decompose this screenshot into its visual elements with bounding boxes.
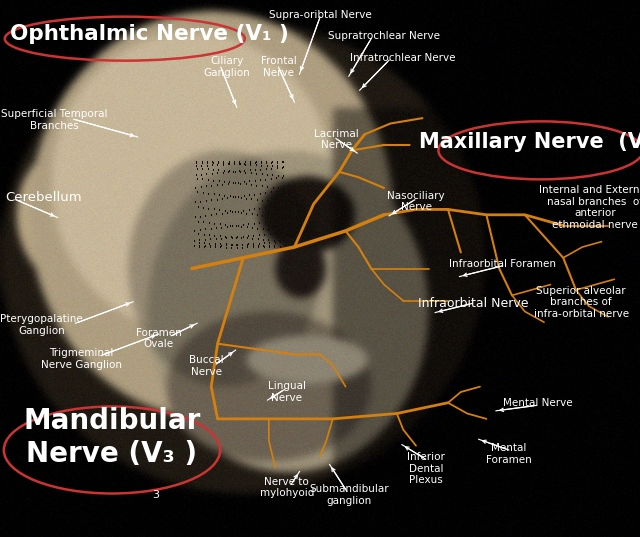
Text: Ophthalmic Nerve (V₁ ): Ophthalmic Nerve (V₁ ) xyxy=(10,24,289,44)
Text: Internal and External 
nasal branches  of
anterior
ethmoidal nerve: Internal and External nasal branches of … xyxy=(539,185,640,230)
Text: Buccal
Nerve: Buccal Nerve xyxy=(189,355,224,377)
Text: Frontal
Nerve: Frontal Nerve xyxy=(260,56,296,78)
Text: Lacrimal
Nerve: Lacrimal Nerve xyxy=(314,129,358,150)
Text: Supra-oribtal Nerve: Supra-oribtal Nerve xyxy=(269,10,371,20)
Text: Superior alveolar
branches of
infra-orbital nerve: Superior alveolar branches of infra-orbi… xyxy=(534,286,628,319)
Text: Inferior
Dental
Plexus: Inferior Dental Plexus xyxy=(407,452,445,485)
Text: Lingual
Nerve: Lingual Nerve xyxy=(268,381,306,403)
Text: Cerebellum: Cerebellum xyxy=(5,191,82,204)
Text: Maxillary Nerve  (V₂): Maxillary Nerve (V₂) xyxy=(419,132,640,153)
Text: Pterygopalatine
Ganglion: Pterygopalatine Ganglion xyxy=(0,314,83,336)
Text: Infraorbital Nerve: Infraorbital Nerve xyxy=(419,297,529,310)
Text: Mental
Foramen: Mental Foramen xyxy=(486,443,532,465)
Text: 3: 3 xyxy=(152,490,159,500)
Text: Supratrochlear Nerve: Supratrochlear Nerve xyxy=(328,31,440,41)
Text: Mental Nerve: Mental Nerve xyxy=(503,398,572,409)
Text: Foramen
Ovale: Foramen Ovale xyxy=(136,328,182,349)
Text: Infraorbital Foramen: Infraorbital Foramen xyxy=(449,259,556,269)
Text: Superficial Temporal
Branches: Superficial Temporal Branches xyxy=(1,109,108,130)
Text: Mandibular
Nerve (V₃ ): Mandibular Nerve (V₃ ) xyxy=(23,408,201,468)
Text: Nerve to
mylohyoid: Nerve to mylohyoid xyxy=(260,477,314,498)
Text: Submandibular
ganglion: Submandibular ganglion xyxy=(309,484,388,506)
Text: Trigmeminal
Nerve Ganglion: Trigmeminal Nerve Ganglion xyxy=(41,348,122,369)
Text: Nasociliary
Nerve: Nasociliary Nerve xyxy=(387,191,445,212)
Text: Ciliary
Ganglion: Ciliary Ganglion xyxy=(204,56,251,78)
Text: Infratrochlear Nerve: Infratrochlear Nerve xyxy=(351,53,456,63)
